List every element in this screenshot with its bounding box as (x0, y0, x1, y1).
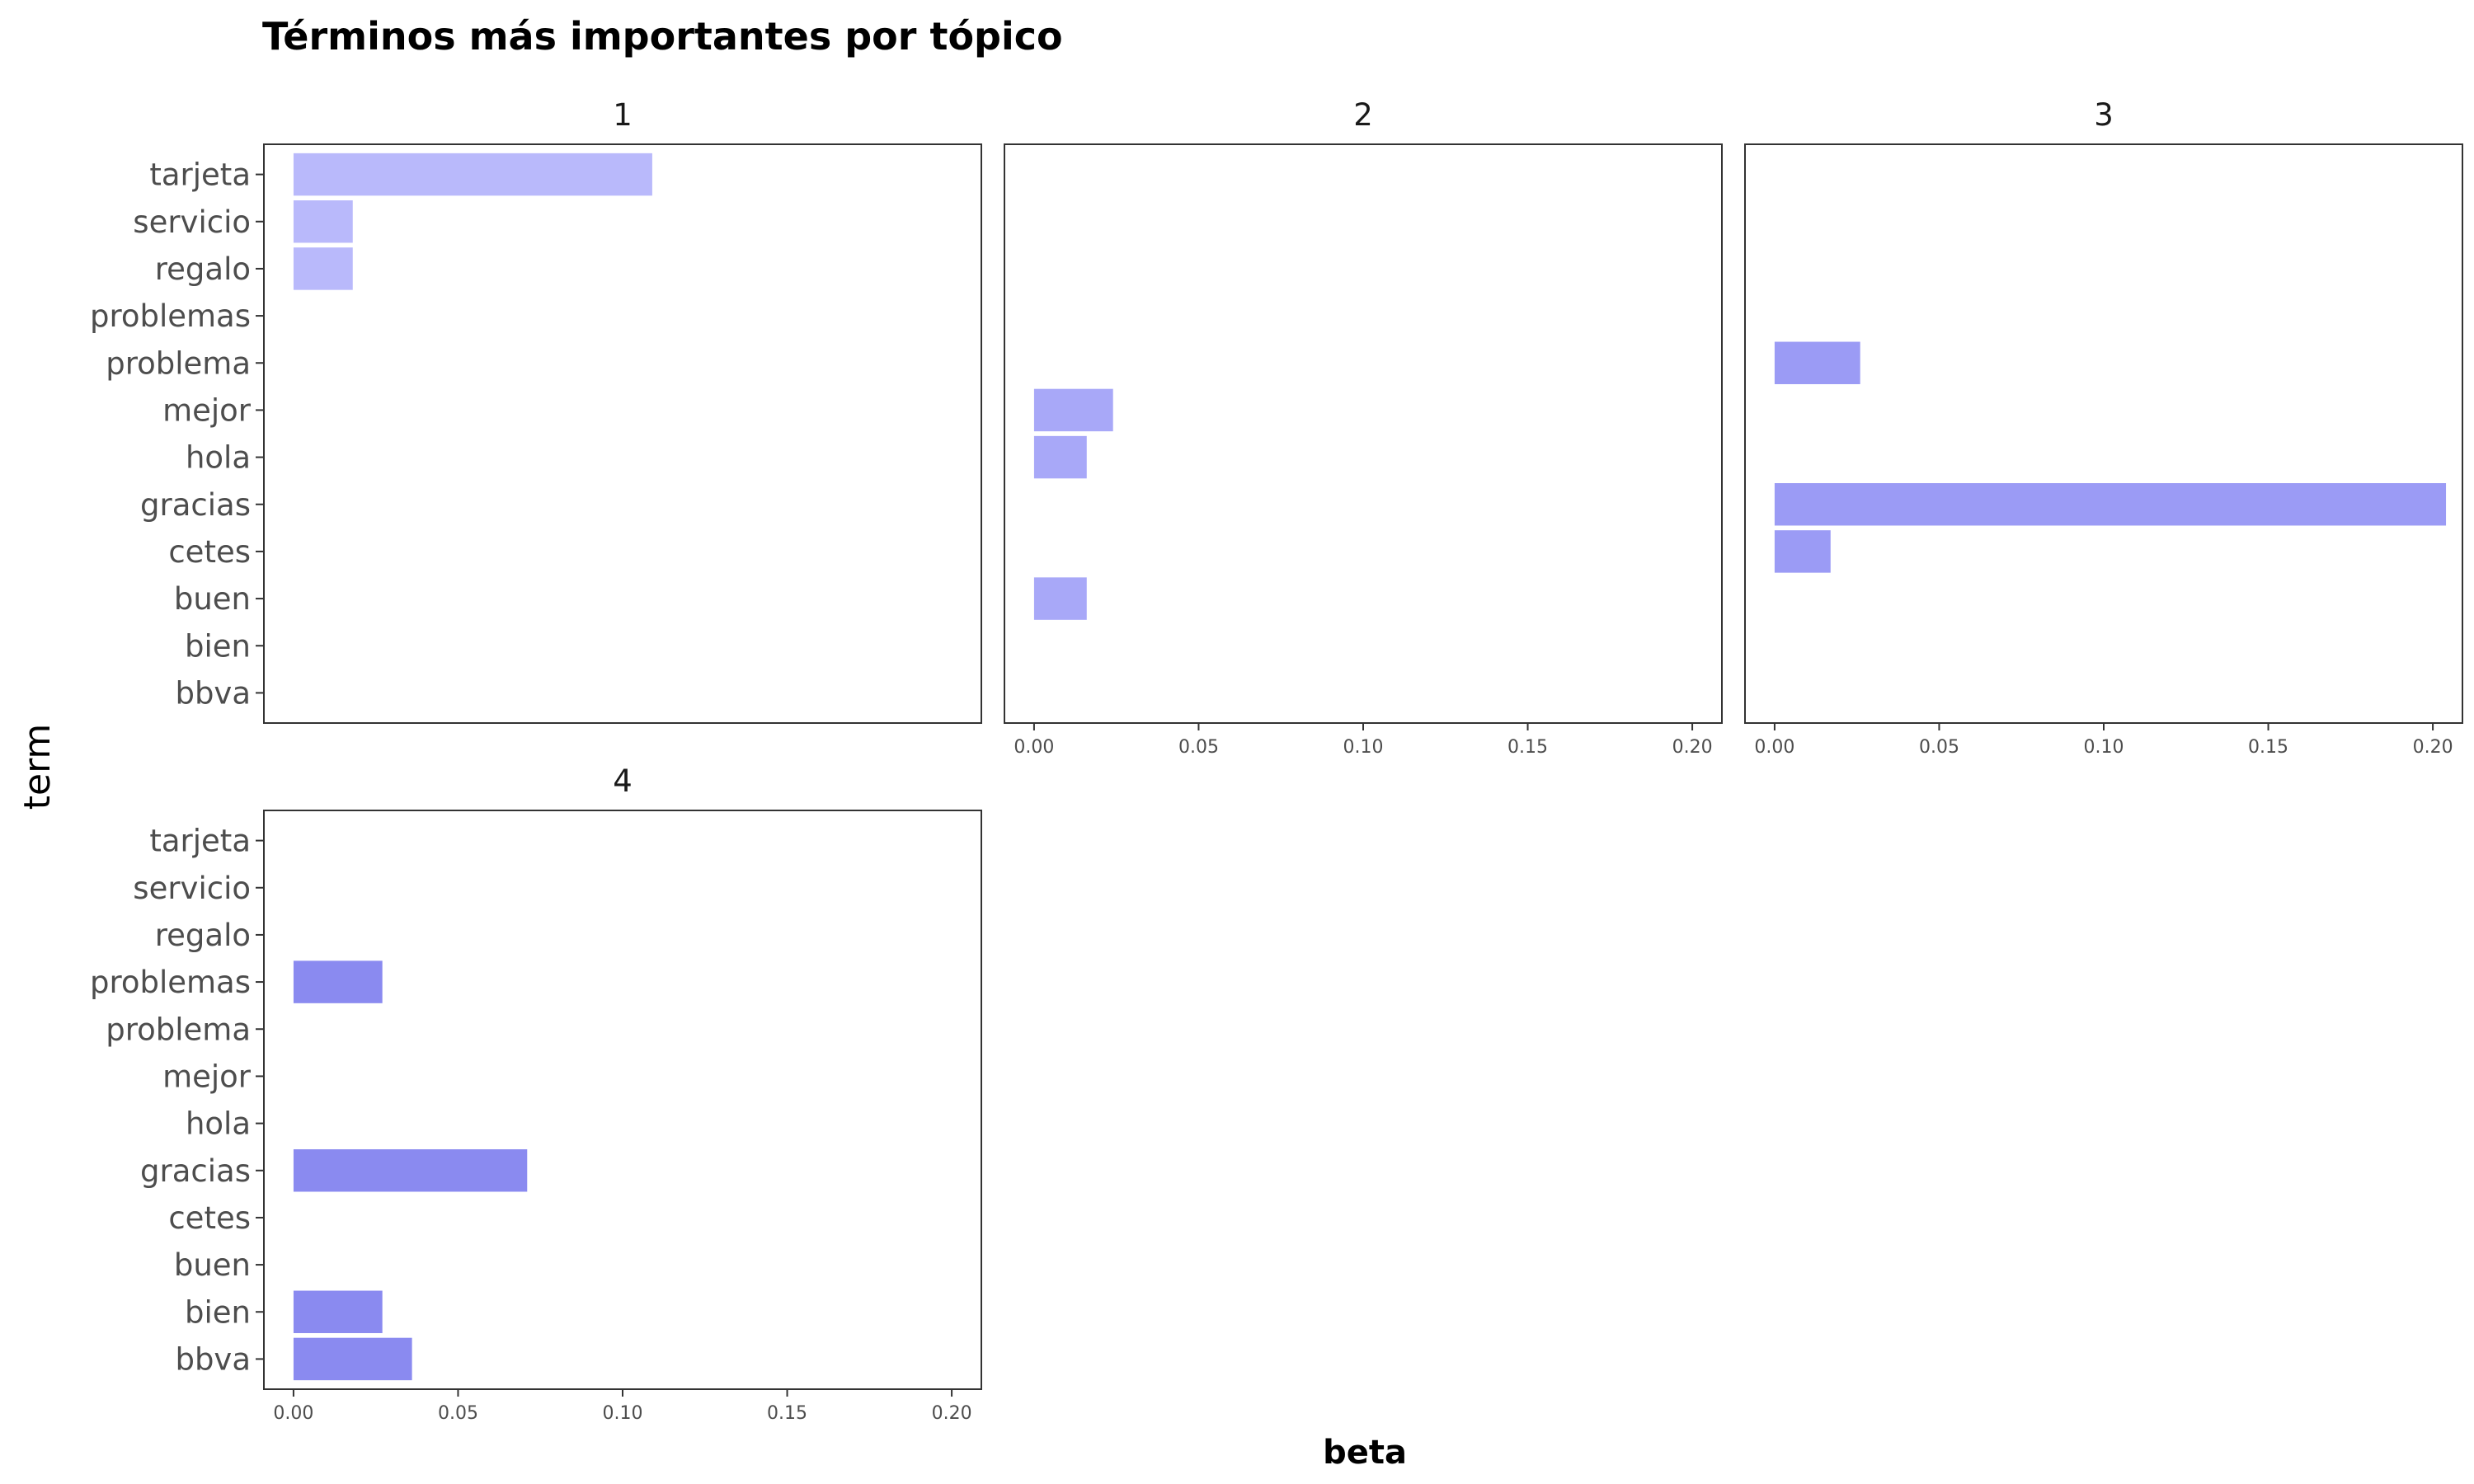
y-tick-label: gracias (140, 487, 251, 523)
x-tick-label: 0.15 (1507, 737, 1548, 758)
facet-panels: 1 tarjeta servicio regalo problemas problema m… (90, 97, 2463, 1424)
bar (1033, 435, 1087, 479)
y-tick-label: servicio (133, 204, 251, 240)
bar (293, 960, 383, 1003)
x-tick-label: 0.05 (438, 1403, 478, 1424)
y-tick-label: cetes (168, 534, 251, 570)
x-tick-label: 0.15 (767, 1403, 807, 1424)
panel-border (263, 810, 982, 1390)
bar (293, 153, 652, 196)
bar (293, 1149, 528, 1192)
y-tick-label: mejor (162, 1059, 252, 1094)
bar (293, 200, 353, 243)
x-tick-label: 0.20 (1672, 737, 1713, 758)
facet-strip-label: 3 (2094, 97, 2114, 133)
y-axis-title: term (16, 724, 59, 810)
y-tick-label: hola (186, 1106, 251, 1142)
bar (1774, 341, 1860, 384)
x-tick-label: 0.00 (273, 1403, 313, 1424)
y-tick-label: tarjeta (149, 157, 251, 193)
x-tick-label: 0.20 (932, 1403, 972, 1424)
y-tick-label: problemas (90, 298, 251, 334)
x-tick-label: 0.20 (2413, 737, 2453, 758)
facet-strip-label: 4 (613, 763, 633, 799)
y-tick-label: mejor (162, 392, 252, 428)
bar (293, 1337, 412, 1381)
x-tick-label: 0.10 (2084, 737, 2124, 758)
y-tick-label: regalo (155, 918, 251, 953)
bar (293, 247, 353, 290)
panel-border (1744, 143, 2463, 724)
x-axis-title: beta (1323, 1434, 1407, 1472)
panel-border (1004, 143, 1723, 724)
bar (1033, 388, 1113, 432)
facet-strip-label: 1 (613, 97, 633, 133)
y-tick-label: hola (186, 440, 251, 476)
panel-border (263, 143, 982, 724)
y-tick-label: problemas (90, 965, 251, 1000)
y-tick-label: bien (185, 1294, 251, 1330)
bar (1774, 530, 1831, 573)
y-tick-label: servicio (133, 871, 251, 906)
y-tick-label: tarjeta (149, 824, 251, 859)
y-tick-label: bbva (175, 1341, 251, 1377)
bar (1774, 483, 2447, 526)
x-tick-label: 0.10 (603, 1403, 643, 1424)
x-tick-label: 0.00 (1014, 737, 1054, 758)
y-tick-label: problema (106, 345, 251, 381)
y-tick-label: bien (185, 628, 251, 664)
y-tick-label: bbva (175, 675, 251, 711)
facet-panel-4: 4 tarjeta servicio regalo problemas problema m… (90, 763, 982, 1424)
x-tick-label: 0.10 (1343, 737, 1384, 758)
y-tick-label: buen (174, 581, 251, 617)
bar (293, 1290, 383, 1333)
y-tick-label: gracias (140, 1153, 251, 1189)
y-tick-label: cetes (168, 1200, 251, 1236)
facet-strip-label: 2 (1353, 97, 1373, 133)
x-tick-label: 0.05 (1919, 737, 1959, 758)
chart-title: Términos más importantes por tópico (262, 14, 1063, 59)
y-tick-label: regalo (155, 251, 251, 287)
y-tick-label: buen (174, 1247, 251, 1283)
x-tick-label: 0.15 (2248, 737, 2288, 758)
facet-panel-1: 1 tarjeta servicio regalo problemas problema m… (90, 97, 982, 724)
x-tick-label: 0.00 (1754, 737, 1794, 758)
bar (1033, 577, 1087, 620)
y-tick-label: problema (106, 1012, 251, 1047)
facet-panel-2: 2 0.00 0.05 0.10 0.15 0.20 (1004, 97, 1723, 758)
facet-panel-3: 3 0.00 0.05 0.10 0.15 0.20 (1744, 97, 2463, 758)
x-tick-label: 0.05 (1178, 737, 1219, 758)
